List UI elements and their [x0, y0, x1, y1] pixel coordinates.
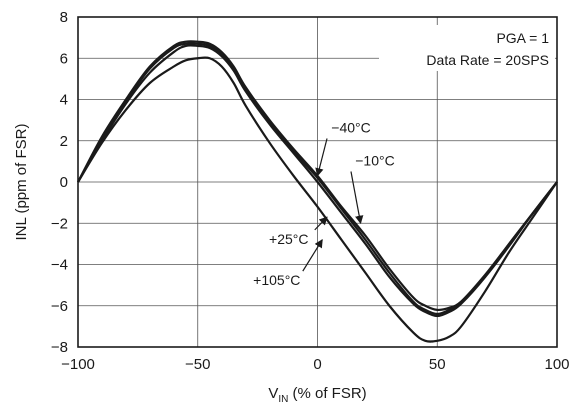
y-tick-label: 6	[60, 50, 68, 67]
tick-labels: −100 −50 0 50 100 −8 −6 −4 −2 0 2 4 6 8	[51, 9, 570, 373]
series-line	[77, 56, 558, 343]
x-axis-title-main: V	[268, 385, 278, 402]
x-axis-title-rest: (% of FSR)	[288, 385, 366, 402]
series-label-arrow	[302, 239, 323, 272]
series-label-arrow	[314, 216, 328, 231]
series-label-arrow	[315, 138, 328, 177]
y-tick-label: −6	[51, 298, 68, 315]
x-tick-label: 0	[313, 356, 321, 373]
legend-note-background	[379, 25, 555, 71]
series-labels: −40°C −10°C +25°C +105°C	[253, 120, 395, 289]
series-lines	[77, 40, 558, 343]
y-tick-label: −4	[51, 257, 68, 274]
series-label: +25°C	[269, 231, 308, 247]
legend-note: PGA = 1 Data Rate = 20SPS	[379, 25, 555, 71]
plot-frame	[77, 16, 558, 348]
y-tick-label: −2	[51, 215, 68, 232]
x-tick-label: 50	[429, 356, 446, 373]
series-label-arrow	[350, 171, 364, 225]
data-rate-note: Data Rate = 20SPS	[426, 52, 549, 68]
pga-note: PGA = 1	[496, 30, 549, 46]
y-axis-title: INL (ppm of FSR)	[13, 124, 30, 241]
x-tick-label: 100	[544, 356, 569, 373]
x-tick-label: −100	[61, 356, 95, 373]
series-label: −10°C	[355, 153, 394, 169]
series-line	[77, 42, 558, 316]
series-label: −40°C	[331, 120, 370, 136]
y-tick-label: 2	[60, 133, 68, 150]
y-tick-label: 8	[60, 9, 68, 26]
x-tick-label: −50	[185, 356, 210, 373]
series-line	[77, 44, 558, 318]
x-axis-title: VIN (% of FSR)	[268, 385, 366, 405]
y-tick-label: 0	[60, 174, 68, 191]
y-tick-label: −8	[51, 339, 68, 356]
y-tick-label: 4	[60, 92, 68, 109]
x-axis-title-subscript: IN	[278, 394, 288, 405]
series-label: +105°C	[253, 272, 300, 288]
